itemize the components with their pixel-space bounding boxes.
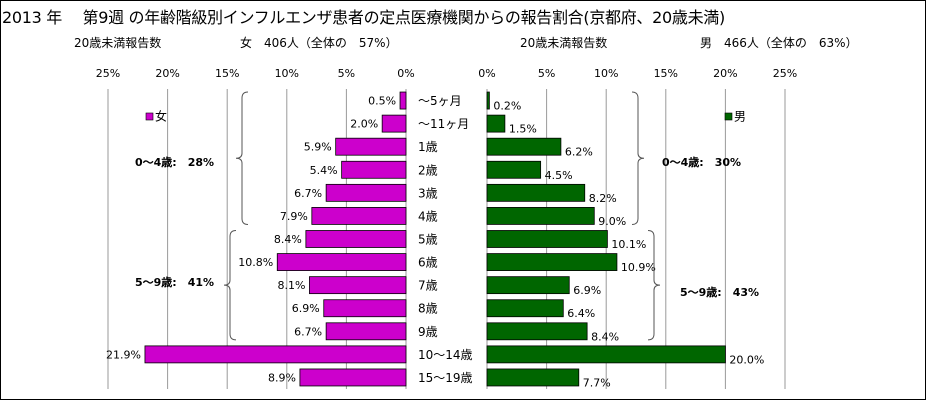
left-tick-label: 5% xyxy=(338,67,355,80)
right-header-label: 20歳未満報告数 xyxy=(520,36,608,50)
bar-male xyxy=(486,276,570,295)
bar-female xyxy=(323,299,407,318)
legend-label-female: 女 xyxy=(155,109,167,124)
annotation-left-0-4: 0～4歳: 28% xyxy=(135,155,214,169)
data-label-female: 21.9% xyxy=(106,348,141,361)
bar-female xyxy=(325,322,407,341)
category-label: 8歳 xyxy=(418,302,438,316)
data-label-male: 20.0% xyxy=(729,353,764,366)
right-header-detail: 男 466人（全体の 63%） xyxy=(700,36,858,50)
data-label-male: 9.0% xyxy=(598,215,626,228)
right-tick-label: 15% xyxy=(654,67,678,80)
bar-female xyxy=(276,253,407,271)
right-tick-label: 0% xyxy=(478,67,495,80)
category-label: 4歳 xyxy=(418,209,438,223)
bar-male xyxy=(486,91,490,110)
data-label-female: 0.5% xyxy=(368,95,396,108)
category-label: 3歳 xyxy=(418,186,438,200)
data-label-female: 5.4% xyxy=(310,164,338,177)
bar-female xyxy=(341,160,407,179)
data-label-female: 8.1% xyxy=(277,279,305,292)
data-label-female: 2.0% xyxy=(350,118,378,131)
bracket-left-5-9 xyxy=(223,229,237,341)
annotation-right-5-9: 5～9歳: 43% xyxy=(680,285,759,299)
bar-male xyxy=(486,114,506,133)
bar-male xyxy=(486,345,726,364)
bar-male xyxy=(486,299,564,318)
category-label: 1歳 xyxy=(418,140,438,154)
annotation-left-5-9: 5～9歳: 41% xyxy=(135,275,214,289)
bar-male xyxy=(486,183,586,202)
legend-swatch-female xyxy=(145,112,154,121)
bar-male xyxy=(486,322,588,341)
data-label-male: 4.5% xyxy=(545,169,573,182)
legend-swatch-male xyxy=(724,112,733,121)
bar-male xyxy=(486,137,562,156)
left-tick-label: 15% xyxy=(215,67,239,80)
right-tick-label: 25% xyxy=(773,67,797,80)
category-label: 6歳 xyxy=(418,256,438,270)
data-label-male: 6.4% xyxy=(567,307,595,320)
data-label-male: 6.9% xyxy=(573,284,601,297)
data-label-female: 10.8% xyxy=(238,256,273,269)
data-label-female: 6.7% xyxy=(294,187,322,200)
data-label-male: 10.9% xyxy=(621,261,656,274)
bar-female xyxy=(309,276,407,295)
annotation-right-0-4: 0～4歳: 30% xyxy=(662,155,741,169)
data-label-male: 6.2% xyxy=(565,146,593,159)
bracket-right-5-9 xyxy=(647,229,661,341)
category-label: 9歳 xyxy=(418,325,438,339)
left-header-detail: 女 406人（全体の 57%） xyxy=(240,36,398,50)
category-label: 5歳 xyxy=(418,233,438,247)
category-label: ～5ヶ月 xyxy=(418,94,462,108)
bracket-left-0-4 xyxy=(235,91,249,225)
bar-male xyxy=(486,253,618,271)
bar-female xyxy=(299,368,407,387)
category-label: ～11ヶ月 xyxy=(418,117,469,131)
bar-female xyxy=(311,207,407,225)
right-tick-label: 20% xyxy=(713,67,737,80)
data-label-male: 7.7% xyxy=(583,376,611,389)
bar-male xyxy=(486,368,580,387)
bar-female xyxy=(335,137,407,156)
right-tick-label: 10% xyxy=(594,67,618,80)
left-tick-label: 25% xyxy=(96,67,120,80)
bar-female xyxy=(144,345,407,364)
bar-female xyxy=(325,183,407,202)
data-label-female: 6.9% xyxy=(292,302,320,315)
right-tick-label: 5% xyxy=(538,67,555,80)
data-label-female: 8.4% xyxy=(274,233,302,246)
data-label-male: 10.1% xyxy=(611,238,646,251)
bracket-right-0-4 xyxy=(631,91,645,225)
bar-male xyxy=(486,230,608,248)
data-label-male: 8.4% xyxy=(591,330,619,343)
category-label: 2歳 xyxy=(418,163,438,177)
category-label: 10～14歳 xyxy=(418,348,473,362)
category-label: 15～19歳 xyxy=(418,371,473,385)
data-label-female: 7.9% xyxy=(280,210,308,223)
data-label-male: 8.2% xyxy=(589,192,617,205)
data-label-female: 6.7% xyxy=(294,325,322,338)
data-label-male: 0.2% xyxy=(493,100,521,113)
left-tick-label: 10% xyxy=(275,67,299,80)
data-label-male: 1.5% xyxy=(509,123,537,136)
category-label: 7歳 xyxy=(418,279,438,293)
data-label-female: 8.9% xyxy=(268,371,296,384)
bar-female xyxy=(381,114,407,133)
bar-male xyxy=(486,160,542,179)
bar-female xyxy=(305,230,407,248)
bar-male xyxy=(486,207,595,225)
bar-female xyxy=(399,91,407,110)
left-tick-label: 0% xyxy=(397,67,414,80)
legend-label-male: 男 xyxy=(734,110,746,124)
chart-title: 2013 年 第9週 の年齢階級別インフルエンザ患者の定点医療機関からの報告割合… xyxy=(2,8,725,27)
data-label-female: 5.9% xyxy=(304,141,332,154)
left-tick-label: 20% xyxy=(155,67,179,80)
left-header-label: 20歳未満報告数 xyxy=(74,36,162,50)
